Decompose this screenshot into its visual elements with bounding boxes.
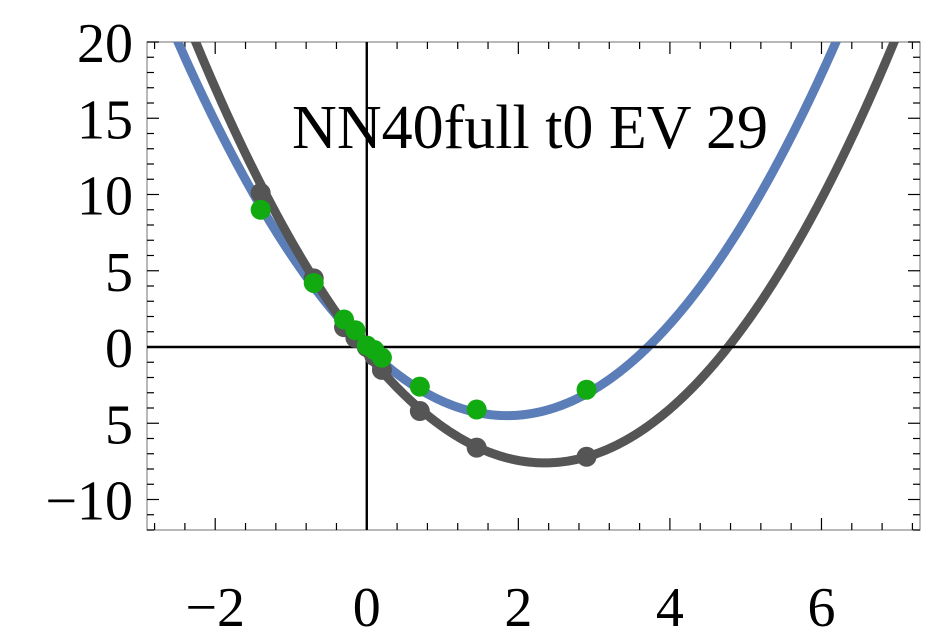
y-tick-label: 20 <box>77 13 133 75</box>
point-green <box>371 347 392 368</box>
point-green <box>345 320 366 341</box>
point-green <box>409 376 430 397</box>
y-tick-label: 5 <box>105 394 133 456</box>
point-green <box>466 399 487 420</box>
data-points <box>250 182 597 467</box>
point-gray <box>250 182 271 203</box>
y-tick-label: −10 <box>45 471 133 533</box>
chart-title: NN40full t0 EV 29 <box>292 94 768 162</box>
y-tick-label: 0 <box>105 318 133 380</box>
x-tick-label: 0 <box>353 577 381 638</box>
y-tick-label: 15 <box>77 89 133 151</box>
origin-axes <box>147 42 920 530</box>
curves <box>173 42 899 468</box>
y-tick-label: 10 <box>77 166 133 228</box>
point-green <box>303 272 324 293</box>
point-gray <box>466 437 487 458</box>
frame-ticks <box>147 41 920 531</box>
point-green <box>576 379 597 400</box>
tick-labels: −2 0 2 4 6 −10 5 0 5 10 15 20 <box>45 13 835 638</box>
x-tick-label: −2 <box>185 577 245 638</box>
x-tick-label: 6 <box>807 577 835 638</box>
x-tick-label: 2 <box>504 577 532 638</box>
point-green <box>250 199 271 220</box>
series-1-curve <box>173 42 841 421</box>
x-tick-label: 4 <box>656 577 684 638</box>
point-gray <box>409 401 430 422</box>
point-gray <box>576 446 597 467</box>
y-tick-label: 5 <box>105 242 133 304</box>
series-0-curve <box>190 42 899 468</box>
